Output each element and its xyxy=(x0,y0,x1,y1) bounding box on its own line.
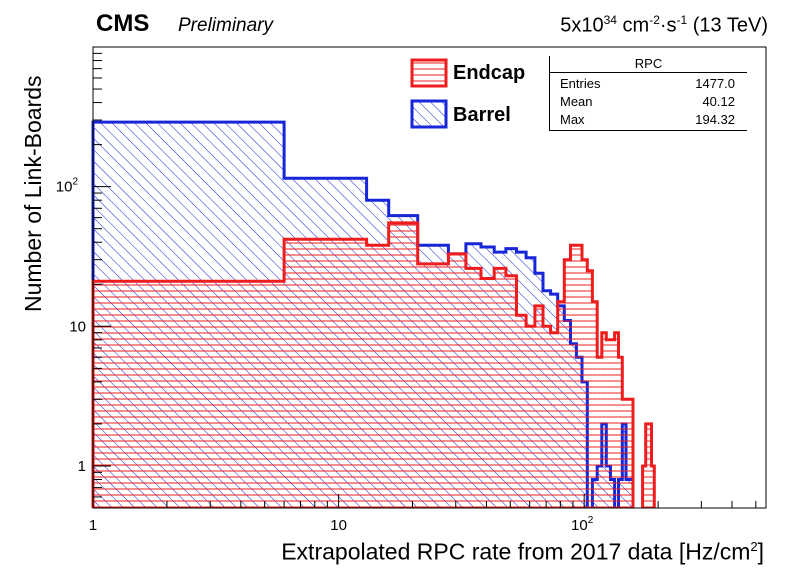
stats-box: RPC Entries 1477.0 Mean 40.12 Max 194.32 xyxy=(549,56,747,131)
lumi-unit-s: ·s xyxy=(659,14,677,37)
stats-value: 1477.0 xyxy=(695,76,735,91)
bar-endcap xyxy=(534,305,544,508)
bar-endcap xyxy=(417,263,449,508)
preliminary-label: Preliminary xyxy=(178,15,274,36)
lumi-base: 5x10 xyxy=(560,14,604,37)
bar-endcap xyxy=(629,399,633,508)
bar-endcap xyxy=(606,339,611,508)
plot-frame xyxy=(92,46,767,509)
bar-endcap xyxy=(494,268,506,508)
legend-label-endcap: Endcap xyxy=(453,62,526,84)
stats-key: Mean xyxy=(560,94,593,109)
lumi-exponent: 34 xyxy=(603,13,617,27)
stats-value: 194.32 xyxy=(695,112,735,127)
y-tick-label: 10 xyxy=(69,318,86,335)
stats-title: RPC xyxy=(550,56,747,73)
y-tick-exponent: 2 xyxy=(72,177,78,188)
lumi-unit-cm-exponent: -2 xyxy=(649,13,660,27)
bar-endcap xyxy=(550,332,558,508)
bar-endcap xyxy=(516,315,527,508)
bar-endcap xyxy=(480,278,495,508)
y-tick-label: 1 xyxy=(78,458,86,475)
bar-endcap xyxy=(388,222,418,509)
x-axis-title-exponent: 2 xyxy=(750,539,758,554)
series-endcap xyxy=(91,221,656,509)
bar-endcap xyxy=(576,245,583,509)
x-axis-title: Extrapolated RPC rate from 2017 data [Hz… xyxy=(281,540,764,564)
x-axis-title-end: ] xyxy=(757,538,764,565)
lumi-unit-cm: cm xyxy=(616,14,650,37)
bar-endcap xyxy=(610,339,615,508)
energy-text: (13 TeV) xyxy=(687,14,768,37)
bar-endcap xyxy=(448,253,466,508)
bar-endcap xyxy=(587,270,593,508)
bar-endcap xyxy=(597,357,602,508)
legend xyxy=(410,58,448,129)
stats-value: 40.12 xyxy=(702,94,735,109)
bar-endcap xyxy=(366,245,389,509)
legend-swatch-barrel xyxy=(410,99,448,129)
bar-endcap xyxy=(465,268,481,508)
bar-endcap xyxy=(543,326,551,508)
lumi-unit-s-exponent: -1 xyxy=(676,13,688,27)
bar-endcap xyxy=(564,259,571,508)
legend-label-barrel: Barrel xyxy=(453,104,511,126)
stats-key: Max xyxy=(560,112,585,127)
bar-endcap xyxy=(592,301,598,508)
x-tick-exponent: 2 xyxy=(588,515,594,526)
x-tick-label: 102 xyxy=(571,515,594,534)
luminosity-energy-label: 5x1034 cm-2·s-1 (13 TeV) xyxy=(560,14,768,36)
bar-endcap xyxy=(625,399,630,508)
bar-endcap xyxy=(582,259,588,508)
bar-endcap xyxy=(614,332,619,508)
x-tick-label: 10 xyxy=(330,517,347,534)
y-axis-title: Number of Link-Boards xyxy=(20,75,46,313)
bar-endcap xyxy=(618,357,623,508)
x-tick-label: 1 xyxy=(89,517,97,534)
cms-label: CMS xyxy=(96,10,150,37)
legend-swatch-endcap xyxy=(410,58,448,88)
outline-endcap xyxy=(91,221,656,508)
y-tick-label: 102 xyxy=(56,177,79,196)
bar-endcap xyxy=(284,239,367,509)
bar-endcap xyxy=(642,465,646,508)
bar-endcap xyxy=(93,281,285,508)
bar-endcap xyxy=(601,332,607,508)
bar-endcap xyxy=(557,301,565,508)
bar-endcap xyxy=(505,275,517,508)
stats-key: Entries xyxy=(560,76,601,91)
bar-endcap xyxy=(622,399,626,508)
plot-area xyxy=(91,120,656,509)
x-axis-title-main: Extrapolated RPC rate from 2017 data [Hz… xyxy=(281,538,751,565)
bar-endcap xyxy=(570,245,577,509)
bar-endcap xyxy=(526,326,535,508)
axis-ticks: 1 10 102 1 10 102 xyxy=(56,52,757,534)
